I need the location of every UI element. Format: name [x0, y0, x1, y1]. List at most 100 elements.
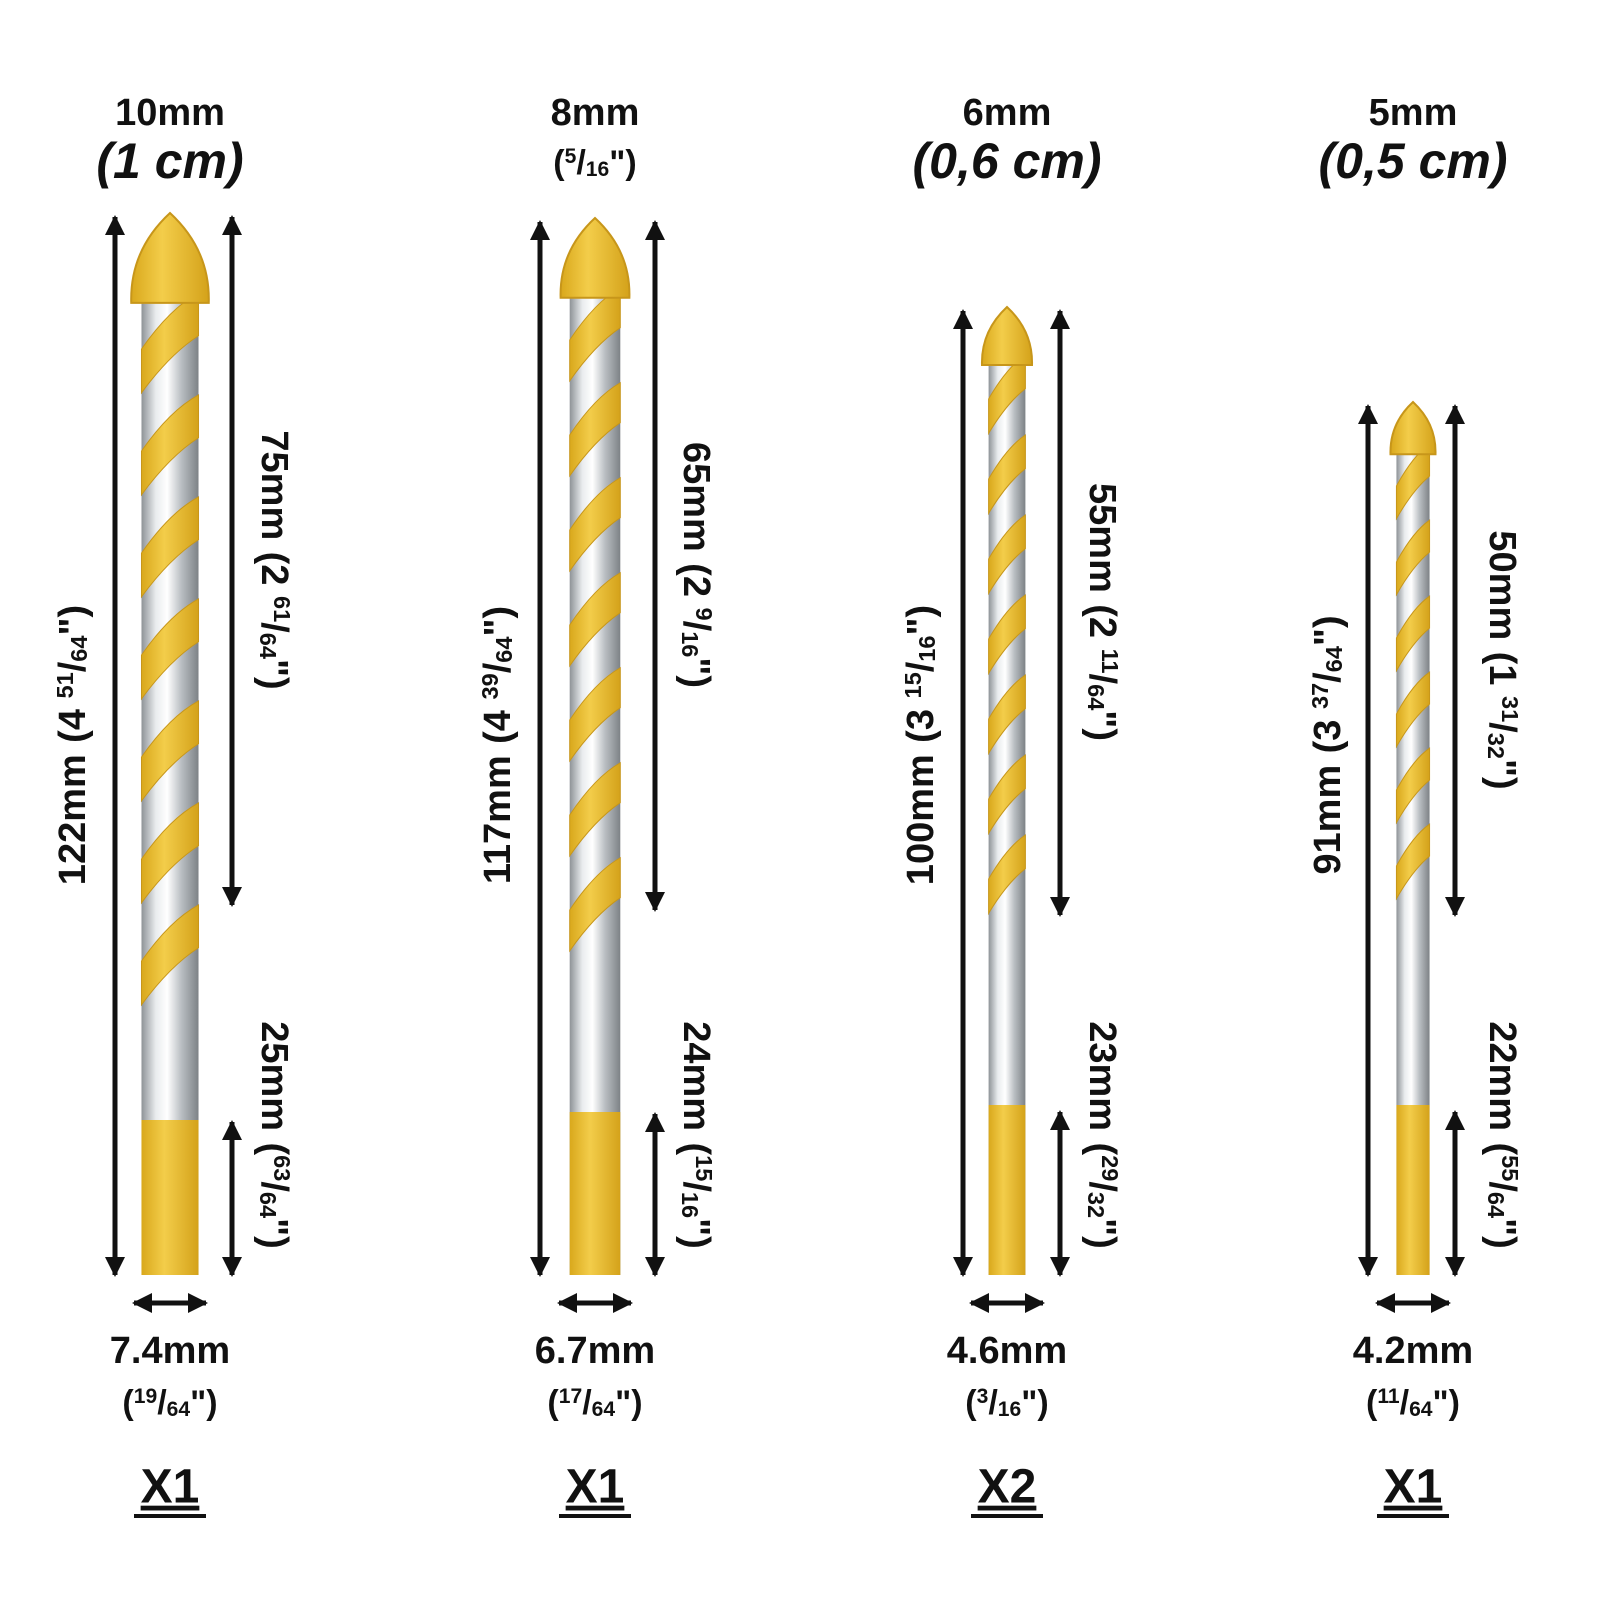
label-part: 61 — [269, 596, 295, 622]
bit-spiral — [1395, 823, 1431, 901]
bit-spiral — [1395, 671, 1431, 749]
label-part: / — [52, 661, 94, 672]
label-part: (3 — [900, 698, 942, 742]
label-part: / — [1481, 722, 1523, 733]
label-part: ") — [1081, 710, 1123, 741]
label-part: (1 cm) — [96, 133, 243, 189]
bit-spiral — [140, 700, 200, 803]
label: (19/64") — [122, 1384, 217, 1422]
bit-tip — [1389, 400, 1437, 456]
label: 91mm (3 37/64") — [1307, 615, 1349, 874]
bit-spiral — [988, 434, 1026, 516]
label: (1 cm) — [96, 133, 243, 189]
label: 22mm (55/64") — [1481, 1021, 1523, 1249]
bit-spiral — [988, 834, 1026, 916]
label-part: 15 — [691, 1155, 717, 1181]
label-part: ") — [675, 1218, 717, 1249]
label: 65mm (2 9/16") — [675, 442, 717, 688]
shank-diameter: 4.2mm — [1353, 1330, 1473, 1372]
bit-spiral — [140, 292, 200, 395]
label-part: 29 — [1097, 1155, 1123, 1181]
label-part: ") — [253, 1218, 295, 1249]
label-part: ") — [615, 1384, 642, 1422]
shank-diameter: 7.4mm — [110, 1330, 230, 1372]
label: 75mm (2 61/64") — [253, 430, 295, 689]
label: 117mm (4 39/64") — [477, 606, 519, 884]
bit-shank-end — [1396, 1105, 1430, 1275]
bit-size: 6mm — [963, 92, 1052, 134]
label-part: 22mm — [1481, 1021, 1523, 1131]
label-part: (1 — [1481, 652, 1523, 696]
bit-shank-end — [988, 1105, 1026, 1275]
label-part: ( — [253, 1142, 295, 1155]
label-part: 25mm — [253, 1021, 295, 1131]
label-part: / — [253, 622, 295, 633]
label-part: 11 — [1097, 649, 1123, 674]
label-part: ") — [477, 606, 519, 637]
label-part: 16 — [998, 1398, 1021, 1421]
label-part: 17 — [559, 1385, 582, 1408]
quantity: X2 — [978, 1461, 1037, 1514]
label-part: 122mm — [52, 754, 94, 885]
label-part: (0,5 cm) — [1319, 133, 1508, 189]
label-part: 11 — [1377, 1385, 1400, 1408]
label-part: 64 — [592, 1398, 616, 1421]
bit-spiral — [569, 381, 621, 478]
label-part: ") — [1021, 1384, 1048, 1422]
label-part: / — [900, 661, 942, 672]
bit-size: 10mm — [115, 92, 225, 134]
shank-diameter: 6.7mm — [535, 1330, 655, 1372]
label-part: 55 — [1497, 1155, 1523, 1181]
bit-spiral — [1395, 519, 1431, 597]
label-part: / — [157, 1384, 167, 1422]
bit-spiral — [140, 598, 200, 701]
bit-spiral — [140, 394, 200, 497]
label-part: ") — [1081, 1218, 1123, 1249]
label-part: / — [582, 1384, 592, 1422]
quantity: X1 — [566, 1461, 625, 1514]
label-part: ( — [1481, 1142, 1523, 1155]
label-part: 64 — [1409, 1398, 1433, 1421]
bit-spiral — [569, 856, 621, 953]
label-part: 51 — [52, 672, 78, 698]
label-part: 24mm — [675, 1021, 717, 1131]
label-part: ( — [675, 1142, 717, 1155]
bit-spiral — [988, 674, 1026, 756]
bit-tip — [980, 305, 1034, 366]
label-part: 23mm — [1081, 1021, 1123, 1131]
label-part: 64 — [1483, 1192, 1509, 1218]
label: (17/64") — [547, 1384, 642, 1422]
label-part: 32 — [1083, 1192, 1109, 1218]
label-part: 64 — [255, 633, 281, 659]
label-part: ") — [900, 605, 942, 636]
label-part: ") — [253, 659, 295, 690]
label-part: 55mm — [1081, 483, 1123, 593]
label-part: (4 — [52, 698, 94, 742]
label-part: / — [675, 621, 717, 632]
bit-shank-end — [141, 1120, 199, 1275]
label-part: 32 — [1483, 733, 1509, 759]
bit-spiral — [988, 754, 1026, 836]
bit-spiral — [569, 476, 621, 573]
bit-tip — [130, 211, 210, 304]
bit-spiral — [569, 761, 621, 858]
label-part: ") — [609, 144, 636, 182]
bit-spiral — [988, 354, 1026, 436]
label-part: 16 — [677, 1192, 703, 1218]
bit-spiral — [569, 286, 621, 383]
label-part: / — [1081, 674, 1123, 685]
label-part: ") — [675, 657, 717, 688]
label-part: ") — [52, 605, 94, 636]
label: 55mm (2 11/64") — [1081, 483, 1123, 741]
label: 122mm (4 51/64") — [52, 605, 94, 885]
label: (5/16") — [553, 144, 636, 182]
label-part: / — [1307, 672, 1349, 683]
label-part: 39 — [477, 673, 503, 699]
quantity: X1 — [1384, 1461, 1443, 1514]
label-part: (3 — [1307, 709, 1349, 753]
label: (0,6 cm) — [913, 133, 1102, 189]
label-part: 16 — [677, 631, 703, 657]
label-part: ( — [1081, 1142, 1123, 1155]
